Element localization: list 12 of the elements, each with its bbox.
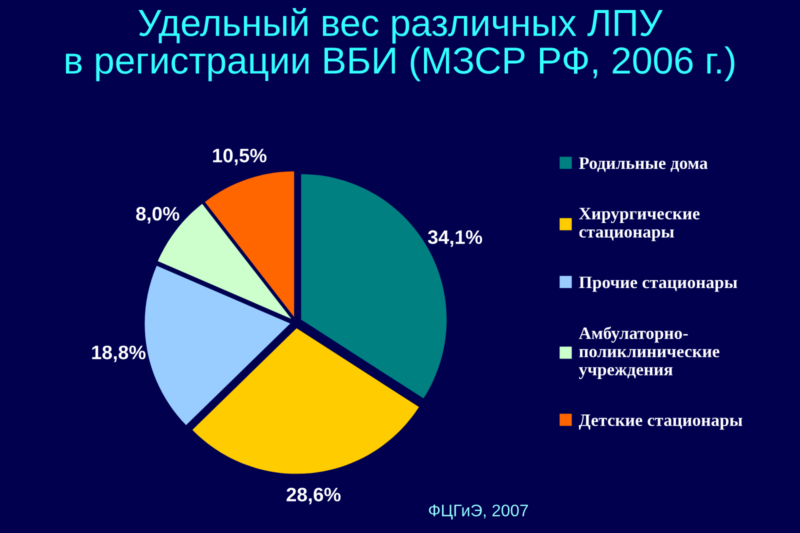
- chart-title: Удельный вес различных ЛПУ в регистрации ВБИ (МЗСР РФ, 2006 г.): [66, 8, 734, 82]
- legend-label: Прочие стационары: [579, 276, 738, 292]
- data-label: 8,0%: [136, 206, 180, 224]
- legend-label: Детские стационары: [578, 414, 742, 430]
- legend-label: Хирургические стационары: [579, 208, 700, 242]
- data-label: 10,5%: [213, 148, 266, 166]
- text: ФЦГиЭ, 2007: [428, 504, 528, 520]
- legend-label: Амбулаторно- поликлинические учреждения: [578, 326, 720, 380]
- data-label: 18,8%: [92, 346, 146, 362]
- data-label: 28,6%: [286, 488, 341, 504]
- data-label: 34,1%: [428, 230, 482, 247]
- legend-label: Родильные дома: [579, 157, 708, 172]
